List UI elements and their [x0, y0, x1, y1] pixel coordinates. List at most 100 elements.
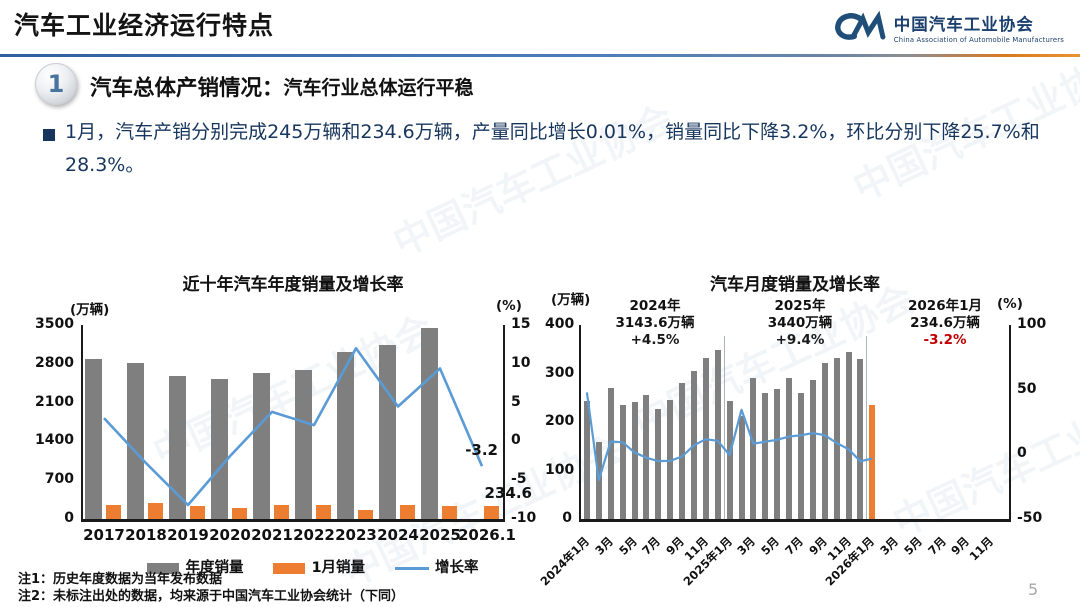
annual-sales-bar	[295, 370, 312, 519]
january-sales-bar	[484, 505, 499, 519]
legend-item: 1月销量	[273, 556, 365, 577]
monthly-sales-bar	[869, 405, 876, 519]
monthly-sales-bar	[595, 442, 602, 519]
annual-sales-bar	[211, 378, 228, 519]
year-annotation: 2026年1月 234.6万辆 -3.2%	[875, 298, 1015, 349]
monthly-sales-bar	[774, 388, 781, 519]
monthly-sales-bar	[583, 400, 590, 519]
y-axis-tick-left: 2800	[35, 354, 74, 371]
note-1: 注1：历史年度数据为当年发布数据	[18, 572, 223, 587]
logo-name-en: China Association of Automobile Manufact…	[893, 35, 1064, 44]
year-separator	[866, 336, 868, 519]
january-sales-bar	[148, 503, 163, 519]
annual-sales-chart: 近十年汽车年度销量及增长率 (万辆) (%) 3500 2800 2100 1400 700 0…	[30, 262, 570, 607]
annotation-year: 2025年	[774, 298, 826, 314]
page-number: 5	[1028, 580, 1039, 599]
monthly-sales-bar	[607, 388, 614, 519]
annual-sales-bar	[421, 328, 438, 519]
y-axis-tick-right: 10	[511, 354, 531, 371]
note-2: 注2：未标注出处的数据，均来源于中国汽车工业协会统计（下同）	[18, 588, 405, 604]
y-axis-tick-left: 0	[64, 510, 74, 526]
header-divider	[0, 54, 1080, 57]
section-title: 汽车总体产销情况： 汽车行业总体运行平稳	[90, 66, 474, 106]
y-axis-tick-left: 3500	[35, 316, 74, 332]
y-axis-tick-right: 15	[511, 316, 531, 332]
year-annotation: 2024年 3143.6万辆 +4.5%	[585, 298, 725, 349]
annual-sales-bar	[379, 344, 396, 519]
annual-sales-bar	[337, 352, 354, 519]
page-title: 汽车工业经济运行特点	[14, 11, 275, 40]
annotation-year: 2026年1月	[908, 298, 982, 314]
legend-label: 增长率	[435, 560, 479, 576]
y-axis-tick-left: 400	[545, 316, 575, 332]
y-axis-tick-right: -5	[511, 471, 527, 488]
annotation-volume: 3143.6万辆	[615, 315, 695, 331]
monthly-sales-bar	[738, 415, 745, 519]
legend-swatch	[273, 562, 306, 574]
january-sales-bar	[106, 505, 121, 519]
axis-unit-left: (万辆)	[551, 292, 591, 308]
x-axis-label: 2018	[125, 526, 167, 544]
x-axis-label: 2020	[209, 526, 251, 544]
y-axis-tick-right: 5	[511, 393, 521, 410]
monthly-sales-bar	[619, 404, 626, 519]
footnotes: 注1：历史年度数据为当年发布数据 注2：未标注出处的数据，均来源于中国汽车工业协…	[18, 572, 404, 605]
bullet-marker	[43, 129, 55, 141]
line-end-label: -3.2	[465, 441, 498, 460]
y-axis-tick-right: 0	[1017, 445, 1027, 462]
axis-unit-right: (%)	[997, 296, 1023, 312]
caam-logo-text: 中国汽车工业协会 China Association of Automobile…	[894, 11, 1064, 44]
chart-title: 汽车月度销量及增长率	[710, 275, 880, 295]
x-axis-label: 2024	[377, 526, 419, 544]
section-heading: 汽车总体产销情况：	[90, 75, 284, 101]
annotation-growth: -3.2%	[923, 332, 967, 348]
y-axis-tick-right: 100	[1017, 316, 1047, 332]
annotation-volume: 3440万辆	[767, 315, 833, 331]
monthly-sales-bar	[833, 357, 840, 519]
monthly-sales-bar	[679, 382, 686, 519]
january-sales-bar	[316, 504, 331, 519]
chart-legend: 年度销量 1月销量 增长率	[83, 556, 543, 577]
legend-label: 1月销量	[311, 560, 366, 576]
monthly-sales-bar	[655, 409, 662, 519]
y-axis-tick-left: 300	[545, 364, 575, 381]
january-sales-bar	[442, 505, 457, 519]
legend-swatch	[147, 562, 180, 574]
axis-unit-right: (%)	[496, 298, 522, 314]
y-axis-tick-right: -10	[511, 510, 537, 526]
monthly-sales-bar	[809, 380, 816, 519]
monthly-sales-bar	[631, 401, 638, 519]
caam-logo-icon	[834, 10, 886, 40]
january-sales-bar	[190, 505, 205, 519]
monthly-sales-bar	[750, 377, 757, 519]
monthly-sales-bar	[845, 351, 852, 519]
axis-unit-left: (万辆)	[70, 302, 110, 318]
monthly-sales-chart: 汽车月度销量及增长率 (万辆) (%) 400 300 200 100 0 100 50 0 -50 2…	[537, 262, 1080, 607]
annotation-volume: 234.6万辆	[910, 315, 980, 331]
annotation-growth: +9.4%	[775, 332, 825, 348]
annual-sales-bar	[253, 373, 270, 519]
y-axis-line-left	[579, 325, 581, 519]
monthly-sales-bar	[857, 358, 864, 519]
section-number-badge: 1	[35, 63, 77, 105]
y-axis-line-left	[81, 325, 83, 519]
y-axis-tick-right: -50	[1017, 510, 1043, 526]
y-axis-tick-left: 200	[545, 413, 575, 429]
monthly-sales-bar	[667, 400, 674, 519]
section-subheading: 汽车行业总体运行平稳	[283, 76, 474, 99]
y-axis-tick-right: 50	[1017, 380, 1037, 397]
chart-title: 近十年汽车年度销量及增长率	[182, 275, 404, 295]
y-axis-tick-left: 0	[562, 510, 572, 526]
x-axis-label: 2021	[251, 526, 293, 544]
y-axis-tick-left: 700	[44, 471, 74, 488]
bar-top-label: 234.6	[484, 483, 532, 502]
x-axis-line	[81, 519, 505, 522]
x-axis-line	[579, 519, 1011, 522]
annual-sales-bar	[169, 376, 186, 519]
annotation-growth: +4.5%	[630, 332, 680, 348]
legend-label: 年度销量	[185, 560, 244, 576]
x-axis-label: 2019	[167, 526, 209, 544]
year-separator	[723, 336, 725, 519]
x-axis-label: 2025	[419, 526, 461, 544]
